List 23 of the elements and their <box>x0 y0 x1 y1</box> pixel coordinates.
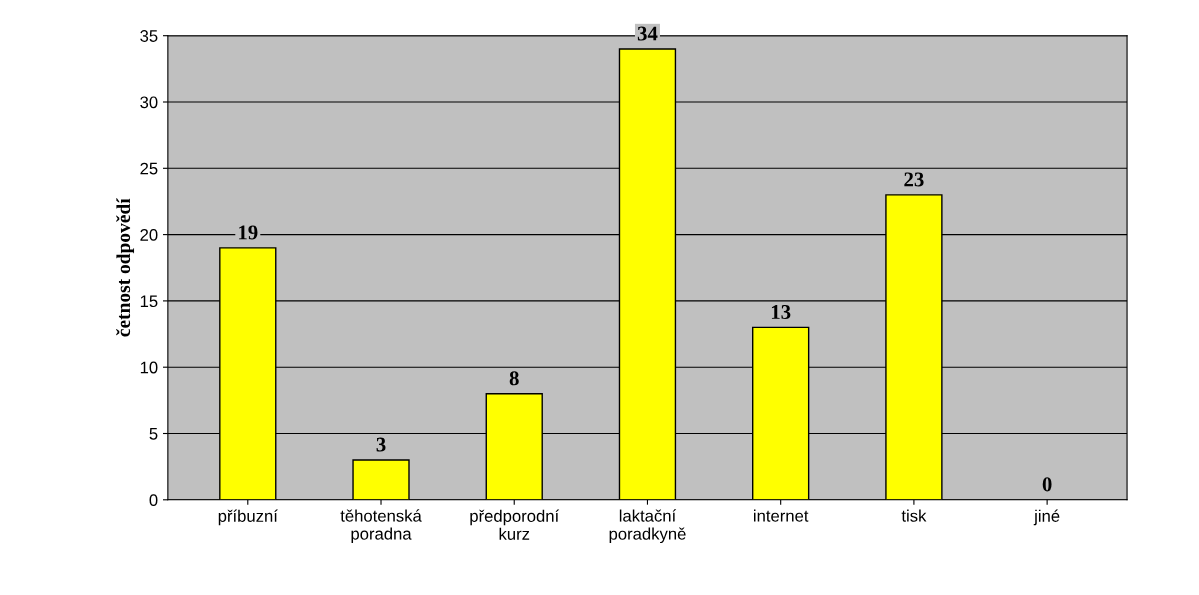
data-label: 0 <box>1042 477 1052 492</box>
x-tick-label: internet <box>754 509 809 522</box>
y-tick-label: 15 <box>140 295 158 308</box>
data-label: 3 <box>376 437 386 452</box>
y-tick-label: 20 <box>140 229 158 241</box>
y-tick-label: 5 <box>149 428 158 440</box>
x-tick-label: tisk <box>901 509 927 522</box>
y-tick-label: 0 <box>149 494 158 506</box>
y-tick-label: 25 <box>140 162 158 175</box>
x-tick-label: těhotenská poradna <box>340 509 422 544</box>
x-tick-label: laktační poradkyně <box>609 509 686 544</box>
data-label: 34 <box>637 26 658 41</box>
x-tick-label: příbuzní <box>218 509 278 526</box>
x-tick-label: jiné <box>1033 509 1060 526</box>
data-label: 8 <box>509 371 519 386</box>
y-tick-label: 35 <box>140 30 158 42</box>
data-label: 19 <box>239 225 258 240</box>
y-axis-title: četnost odpovědí <box>116 198 135 337</box>
data-label: 13 <box>771 305 791 320</box>
x-tick-label: předporodní kurz <box>470 509 560 540</box>
data-label: 23 <box>904 172 924 187</box>
y-tick-label: 30 <box>140 96 158 109</box>
y-tick-label: 10 <box>140 361 158 374</box>
